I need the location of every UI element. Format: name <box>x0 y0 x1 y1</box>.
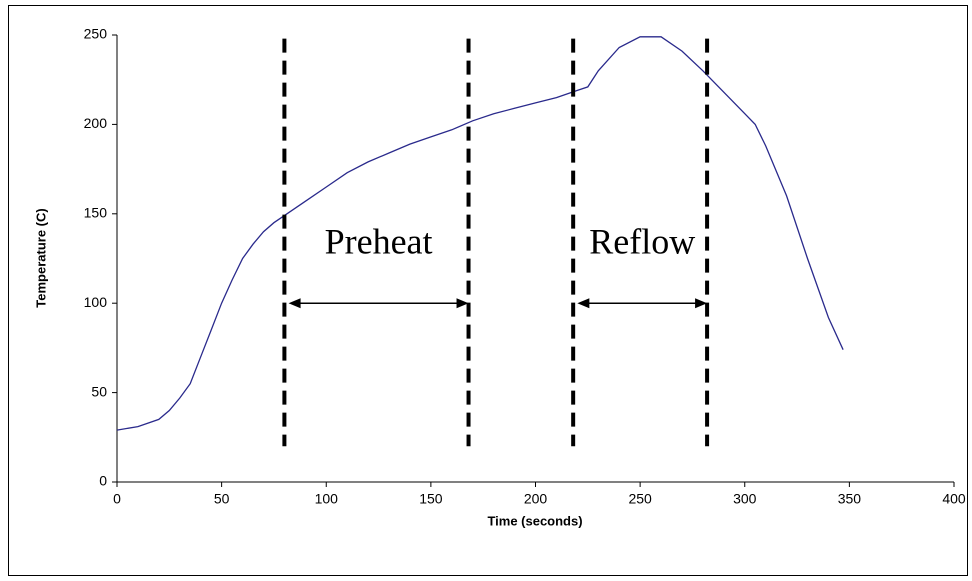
x-tick-label: 200 <box>524 491 548 507</box>
temperature-line <box>116 36 844 431</box>
y-tick-label: 150 <box>84 205 108 221</box>
x-tick-label: 100 <box>315 491 339 507</box>
x-tick-label: 350 <box>838 491 862 507</box>
x-tick-label: 250 <box>628 491 652 507</box>
y-tick-label: 50 <box>91 383 107 399</box>
y-tick-label: 250 <box>84 26 108 42</box>
x-tick-label: 50 <box>214 491 230 507</box>
x-tick-label: 300 <box>733 491 757 507</box>
x-tick-label: 400 <box>942 491 966 507</box>
chart-frame <box>8 5 968 576</box>
phase-label: Reflow <box>589 221 695 261</box>
y-tick-label: 100 <box>84 294 108 310</box>
y-tick-label: 0 <box>99 473 107 489</box>
phase-label: Preheat <box>325 221 433 261</box>
x-tick-label: 0 <box>113 491 121 507</box>
y-axis-title: Temperature (C) <box>33 208 48 307</box>
y-tick-label: 200 <box>84 115 108 131</box>
x-tick-label: 150 <box>419 491 443 507</box>
x-axis-title: Time (seconds) <box>487 513 582 528</box>
